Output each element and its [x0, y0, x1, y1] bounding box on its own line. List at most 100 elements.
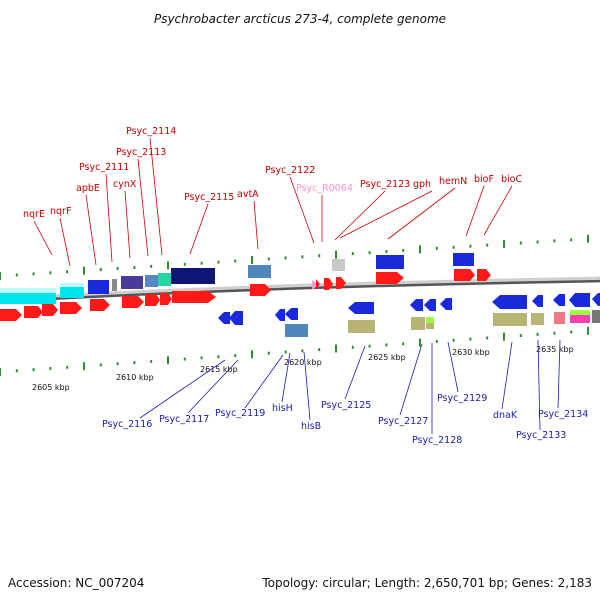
leader-line: [483, 185, 513, 236]
gene-block[interactable]: [570, 315, 590, 323]
gene-arrow-reverse[interactable]: [440, 298, 452, 310]
gene-label[interactable]: bioC: [501, 174, 522, 185]
gene-label-rna[interactable]: Psyc_R0064: [296, 183, 353, 194]
gene-block[interactable]: [426, 323, 434, 329]
gene-label[interactable]: Psyc_2116: [102, 419, 152, 430]
leader-line: [501, 341, 513, 410]
gene-arrow-forward[interactable]: [24, 306, 43, 318]
gene-label[interactable]: nqrE: [23, 209, 45, 220]
gene-arrow-forward[interactable]: [324, 278, 333, 290]
gene-arrow-reverse[interactable]: [348, 302, 374, 314]
gene-block[interactable]: [121, 276, 143, 289]
gene-label[interactable]: Psyc_2117: [159, 414, 209, 425]
gene-block[interactable]: [426, 317, 434, 323]
gene-label[interactable]: hisB: [301, 421, 321, 432]
genome-summary-text: Topology: circular; Length: 2,650,701 bp…: [261, 576, 592, 590]
gene-arrow-reverse[interactable]: [410, 299, 423, 311]
gene-arrow-reverse[interactable]: [218, 312, 230, 324]
gene-arrow-forward[interactable]: [145, 294, 160, 306]
gene-arrow-forward[interactable]: [316, 279, 320, 289]
gene-block[interactable]: [60, 283, 84, 287]
gene-block[interactable]: [171, 268, 215, 284]
leader-line: [253, 200, 259, 250]
gene-label[interactable]: cynX: [113, 179, 137, 190]
gene-label[interactable]: avtA: [237, 189, 259, 200]
gene-label[interactable]: Psyc_2113: [116, 147, 166, 158]
gene-label[interactable]: Psyc_2133: [516, 430, 566, 441]
leader-line: [281, 352, 291, 403]
gene-block[interactable]: [554, 312, 565, 324]
gene-label[interactable]: hemN: [439, 176, 467, 187]
gene-arrow-forward[interactable]: [0, 309, 22, 321]
gene-block[interactable]: [285, 324, 308, 337]
gene-arrow-reverse[interactable]: [492, 295, 527, 309]
gene-label[interactable]: Psyc_2122: [265, 165, 315, 176]
gene-arrow-reverse[interactable]: [229, 311, 243, 325]
gene-block[interactable]: [453, 253, 474, 266]
gene-label[interactable]: apbE: [76, 183, 100, 194]
gene-arrow-reverse[interactable]: [592, 293, 600, 306]
gene-block[interactable]: [592, 310, 600, 323]
gene-block[interactable]: [158, 273, 171, 286]
gene-block[interactable]: [145, 275, 158, 287]
top-gene-labels: nqrE nqrF apbE Psyc_2111 cynX Psyc_2113 …: [23, 126, 522, 220]
leader-line: [289, 176, 315, 244]
leader-line: [124, 190, 131, 259]
leader-line: [465, 185, 485, 237]
genome-title: Psychrobacter arcticus 273-4, complete g…: [154, 12, 446, 26]
gene-arrow-forward[interactable]: [122, 296, 144, 308]
gene-arrow-reverse[interactable]: [553, 294, 565, 306]
gene-arrow-forward[interactable]: [90, 299, 110, 311]
gene-label[interactable]: Psyc_2127: [378, 416, 428, 427]
gene-block[interactable]: [248, 265, 271, 278]
gene-arrow-forward[interactable]: [160, 293, 172, 305]
gene-block[interactable]: [112, 279, 117, 291]
gene-label[interactable]: dnaK: [493, 410, 518, 421]
gene-label[interactable]: Psyc_2123: [360, 179, 410, 190]
gene-arrow-reverse[interactable]: [424, 299, 436, 311]
leader-line: [105, 173, 113, 263]
gene-arrow-reverse[interactable]: [285, 308, 298, 320]
leader-line: [149, 137, 163, 256]
gene-label[interactable]: Psyc_2114: [126, 126, 176, 137]
label-leader-lines: [33, 137, 561, 434]
gene-label[interactable]: hisH: [272, 403, 293, 414]
gene-arrow-reverse[interactable]: [275, 309, 285, 321]
gene-block[interactable]: [376, 255, 404, 269]
scale-labels: 2605 kbp 2610 kbp 2615 kbp 2620 kbp 2625…: [32, 345, 574, 392]
gene-block[interactable]: [348, 320, 375, 333]
gene-block[interactable]: [411, 317, 425, 330]
gene-arrow-reverse[interactable]: [569, 293, 590, 307]
gene-arrow-forward[interactable]: [477, 269, 491, 281]
gene-label[interactable]: Psyc_2129: [437, 393, 487, 404]
gene-block[interactable]: [493, 313, 527, 326]
scale-label: 2635 kbp: [536, 345, 574, 354]
gene-arrow-forward[interactable]: [454, 269, 475, 281]
gene-label[interactable]: Psyc_2134: [538, 409, 588, 420]
gene-arrow-forward[interactable]: [336, 277, 346, 289]
accession-text: Accession: NC_007204: [8, 576, 144, 590]
gene-arrow-forward[interactable]: [60, 302, 82, 314]
gene-block[interactable]: [570, 310, 590, 315]
leader-line: [187, 359, 239, 414]
gene-arrow-forward[interactable]: [42, 304, 58, 316]
leader-line: [85, 194, 97, 266]
gene-arrow-forward[interactable]: [376, 272, 404, 284]
gene-label[interactable]: nqrF: [50, 206, 71, 217]
gene-block[interactable]: [332, 259, 345, 271]
gene-label[interactable]: Psyc_2115: [184, 192, 234, 203]
gene-label[interactable]: bioF: [474, 174, 494, 185]
gene-arrow-reverse[interactable]: [532, 295, 543, 307]
rna-arrow-forward[interactable]: [312, 280, 318, 290]
gene-arrow-forward[interactable]: [172, 291, 216, 303]
leader-line: [303, 351, 311, 421]
gene-label[interactable]: Psyc_2119: [215, 408, 265, 419]
gene-label[interactable]: Psyc_2128: [412, 435, 462, 446]
gene-block[interactable]: [88, 280, 109, 294]
gene-label[interactable]: Psyc_2111: [79, 162, 129, 173]
gene-arrow-forward[interactable]: [250, 284, 271, 296]
gene-label[interactable]: gph: [413, 179, 431, 190]
gene-label[interactable]: Psyc_2125: [321, 400, 371, 411]
gene-block[interactable]: [531, 313, 544, 325]
gene-block[interactable]: [0, 288, 56, 293]
